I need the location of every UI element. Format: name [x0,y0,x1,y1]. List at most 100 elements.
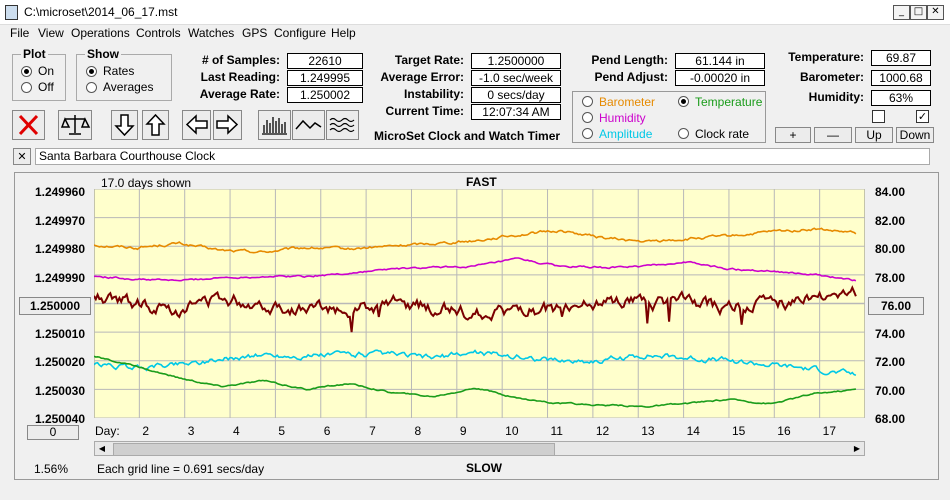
horizontal-scrollbar[interactable]: ◀ ▶ [94,441,865,456]
last-reading-field: 1.249995 [287,70,363,86]
amplitude-radio-label: Amplitude [599,127,653,141]
multiwave-button[interactable] [326,110,359,140]
x-tick-label: 5 [278,424,286,438]
menu-watches[interactable]: Watches [188,26,235,40]
scroll-right-icon[interactable]: ▶ [853,444,861,453]
delete-icon [18,114,39,136]
left-tick-label: 1.249970 [34,214,85,228]
series-line-amplitude [94,349,857,377]
minimize-icon[interactable]: _ [893,5,910,20]
right-checkbox[interactable]: ✓ [916,110,929,123]
x-tick-label: 15 [731,424,746,438]
arrow-right-button[interactable] [213,110,242,140]
down-button[interactable]: Down [896,127,934,143]
histogram-icon [262,117,287,135]
maximize-icon[interactable]: □ [910,5,927,20]
pend-length-field[interactable]: 61.144 in [675,53,765,69]
humidity-radio[interactable] [582,112,593,123]
x-tick-label: 7 [369,424,376,438]
scale-icon [60,115,91,135]
sensor-select-group [572,91,766,143]
temperature-radio[interactable] [678,96,689,107]
up-button[interactable]: Up [855,127,893,143]
average-error-label: Average Error: [380,70,464,84]
arrow-right-icon [216,114,239,135]
pend-adjust-field: -0.00020 in [675,70,765,86]
samples-field: 22610 [287,53,363,69]
target-rate-field[interactable]: 1.2500000 [471,53,561,69]
arrow-left-button[interactable] [182,110,211,140]
barometer-radio[interactable] [582,96,593,107]
menu-configure[interactable]: Configure [274,26,327,40]
plot-on-label: On [38,64,55,78]
instability-field: 0 secs/day [471,87,561,103]
x-tick-label: 2 [142,424,150,438]
temperature-label: Temperature: [788,50,864,64]
series-line-temperature [94,355,856,408]
arrow-left-icon [185,114,208,135]
plot-on-radio[interactable] [21,66,32,77]
scale-button[interactable] [58,110,92,140]
show-rates-radio[interactable] [86,66,97,77]
average-rate-label: Average Rate: [199,87,280,101]
left-tick-label: 1.249960 [34,185,85,199]
scroll-left-icon[interactable]: ◀ [98,444,106,453]
x-tick-label: 12 [595,424,610,438]
left-checkbox[interactable] [872,110,885,123]
menu-view[interactable]: View [38,26,64,40]
arrow-down-button[interactable] [111,110,138,140]
clock-rate-radio-label: Clock rate [695,127,750,141]
arrow-up-icon [145,113,166,136]
right-tick-label: 72.00 [875,355,906,369]
right-center-button[interactable]: 76.00 [868,297,924,315]
window-title: C:\microset\2014_06_17.mst [24,5,178,19]
series-line-clock-rate [94,285,857,333]
plus-button[interactable]: + [775,127,811,143]
series-group [94,227,857,408]
barometer-radio-label: Barometer [599,95,656,109]
x-tick-label: 11 [550,424,563,438]
menu-operations[interactable]: Operations [71,26,130,40]
left-bottom-button[interactable]: 0 [27,425,79,440]
barometer-field: 1000.68 [871,70,931,86]
x-tick-label: 3 [187,424,195,438]
menu-bar: File View Operations Controls Watches GP… [0,24,950,42]
left-tick-label: 1.249980 [34,242,85,256]
show-averages-radio[interactable] [86,82,97,93]
multiwave-icon [329,117,355,133]
x-tick-label: 4 [233,424,240,438]
delete-button[interactable] [12,110,45,140]
right-tick-label: 70.00 [875,384,906,398]
humidity-radio-label: Humidity [599,111,646,125]
histogram-button[interactable] [258,110,291,140]
clock-name-input[interactable]: Santa Barbara Courthouse Clock [35,148,930,165]
scroll-thumb[interactable] [113,443,555,456]
days-shown-label: 17.0 days shown [101,176,192,190]
series-line-humidity [94,257,857,282]
wave-icon [295,119,322,130]
menu-controls[interactable]: Controls [136,26,181,40]
wave-button[interactable] [292,110,325,140]
minus-button[interactable]: — [814,127,852,143]
right-tick-label: 82.00 [875,214,906,228]
humidity-field: 63% [871,90,931,106]
left-tick-label: 1.250020 [34,355,85,369]
clear-clock-button[interactable]: ✕ [13,148,31,165]
amplitude-radio[interactable] [582,128,593,139]
menu-gps[interactable]: GPS [242,26,268,40]
menu-file[interactable]: File [10,26,30,40]
average-rate-field: 1.250002 [287,87,363,103]
x-tick-label: 17 [822,424,836,438]
arrow-up-button[interactable] [142,110,169,140]
humidity-label: Humidity: [808,90,864,104]
close-icon[interactable]: ✕ [927,5,944,20]
samples-label: # of Samples: [201,53,280,67]
left-tick-label: 1.250010 [34,327,85,341]
pend-length-label: Pend Length: [591,53,668,67]
left-center-button[interactable]: 1.250000 [19,297,91,315]
temperature-radio-label: Temperature [695,95,763,109]
plot-off-radio[interactable] [21,82,32,93]
x-tick-label: 14 [686,424,700,438]
menu-help[interactable]: Help [331,26,356,40]
clock-rate-radio[interactable] [678,128,689,139]
